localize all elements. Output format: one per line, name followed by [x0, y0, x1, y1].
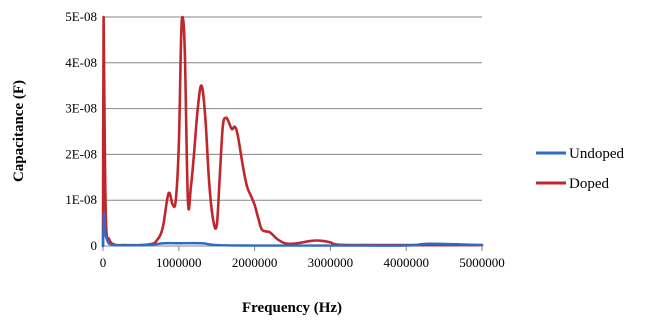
legend-label-undoped: Undoped	[569, 146, 624, 162]
x-tick-label-5: 5000000	[459, 255, 505, 270]
legend-label-doped: Doped	[569, 176, 609, 192]
x-axis-title: Frequency (Hz)	[242, 300, 342, 316]
series-line-doped	[101, 15, 484, 248]
y-tick-label-3: 3E-08	[65, 101, 97, 116]
y-tick-label-1: 1E-08	[65, 192, 97, 207]
x-tick-label-1: 1000000	[156, 255, 202, 270]
y-tick-label-4: 4E-08	[65, 55, 97, 70]
x-tick-label-3: 3000000	[308, 255, 354, 270]
y-tick-labels: 0 1E-08 2E-08 3E-08 4E-08 5E-08	[65, 9, 97, 253]
x-tick-label-4: 4000000	[383, 255, 429, 270]
x-tick-labels: 0 1000000 2000000 3000000 4000000 5000000	[100, 246, 505, 270]
y-tick-label-2: 2E-08	[65, 146, 97, 161]
y-axis-title: Capacitance (F)	[11, 80, 27, 182]
x-tick-label-2: 2000000	[232, 255, 278, 270]
y-tick-label-0: 0	[91, 238, 98, 253]
plot-series	[101, 15, 484, 248]
legend: Undoped Doped	[536, 146, 624, 192]
x-tick-label-0: 0	[100, 255, 107, 270]
y-tick-label-5: 5E-08	[65, 9, 97, 24]
gridlines	[103, 16, 482, 201]
series-line-undoped	[101, 211, 484, 248]
